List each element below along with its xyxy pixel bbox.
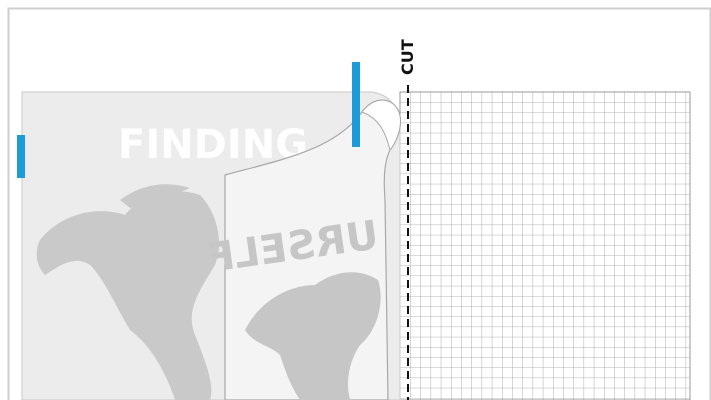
- map-shape: [36, 191, 220, 400]
- marker: [17, 135, 25, 178]
- grid-sheet: [399, 91, 691, 400]
- map-shape: [120, 184, 190, 208]
- curl: [361, 99, 401, 152]
- map-shape: [245, 272, 381, 400]
- cut-label: CUT: [398, 39, 417, 75]
- poster-word: FINDING: [118, 122, 308, 168]
- marker: [352, 62, 360, 147]
